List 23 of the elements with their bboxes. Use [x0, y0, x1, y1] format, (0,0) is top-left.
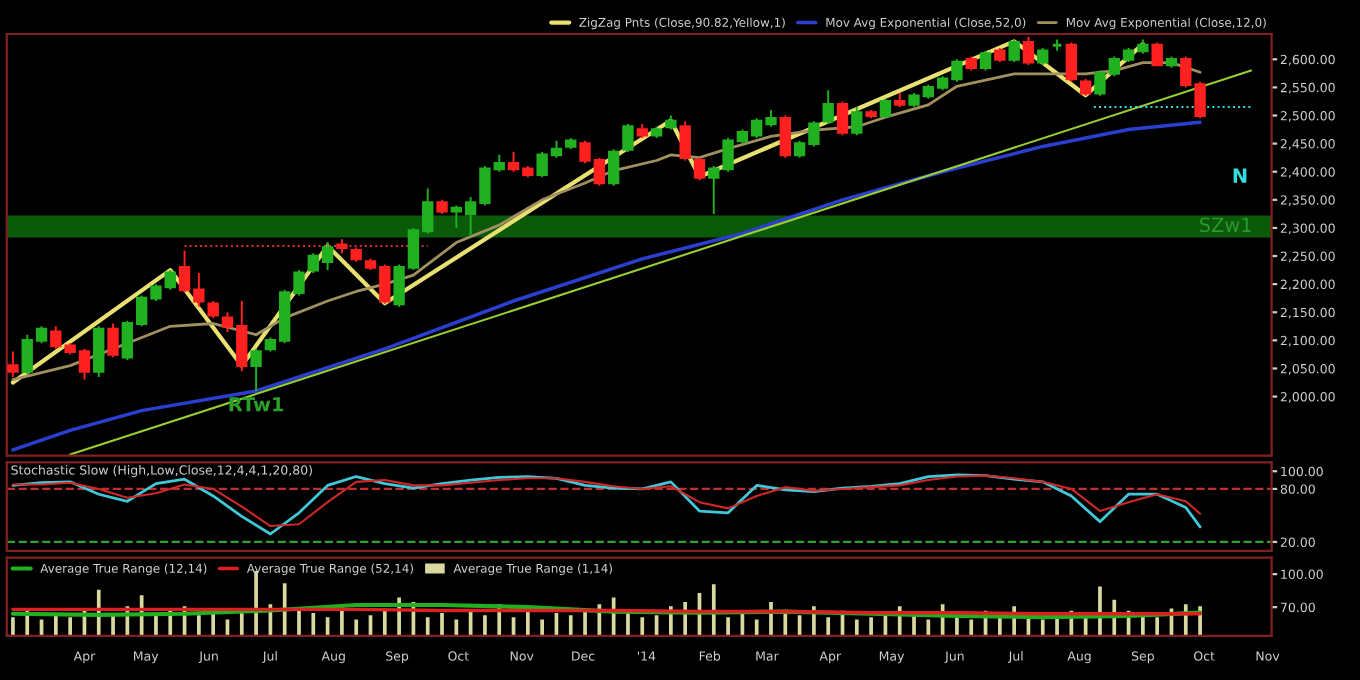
candlestick	[622, 122, 634, 154]
candlestick	[107, 322, 119, 359]
candlestick	[851, 106, 863, 137]
line-series	[11, 120, 1202, 452]
candlestick	[93, 325, 105, 378]
candlestick	[693, 156, 706, 182]
candlestick	[979, 49, 992, 72]
candlestick	[607, 148, 620, 187]
candlestick	[250, 347, 262, 392]
candlestick	[879, 97, 892, 120]
candlestick	[1065, 41, 1078, 83]
band-label: SZw1	[1199, 217, 1251, 233]
candlestick	[1008, 38, 1020, 64]
annotation: N	[1233, 168, 1247, 183]
candlestick	[679, 120, 691, 162]
line-series	[10, 602, 1203, 620]
candlestick	[7, 350, 19, 378]
candlestick	[1151, 41, 1163, 67]
candlestick	[1022, 35, 1035, 66]
candlestick	[822, 89, 834, 125]
candlestick	[836, 100, 849, 137]
annotation: RTw1	[229, 397, 284, 412]
candlestick	[779, 114, 791, 159]
